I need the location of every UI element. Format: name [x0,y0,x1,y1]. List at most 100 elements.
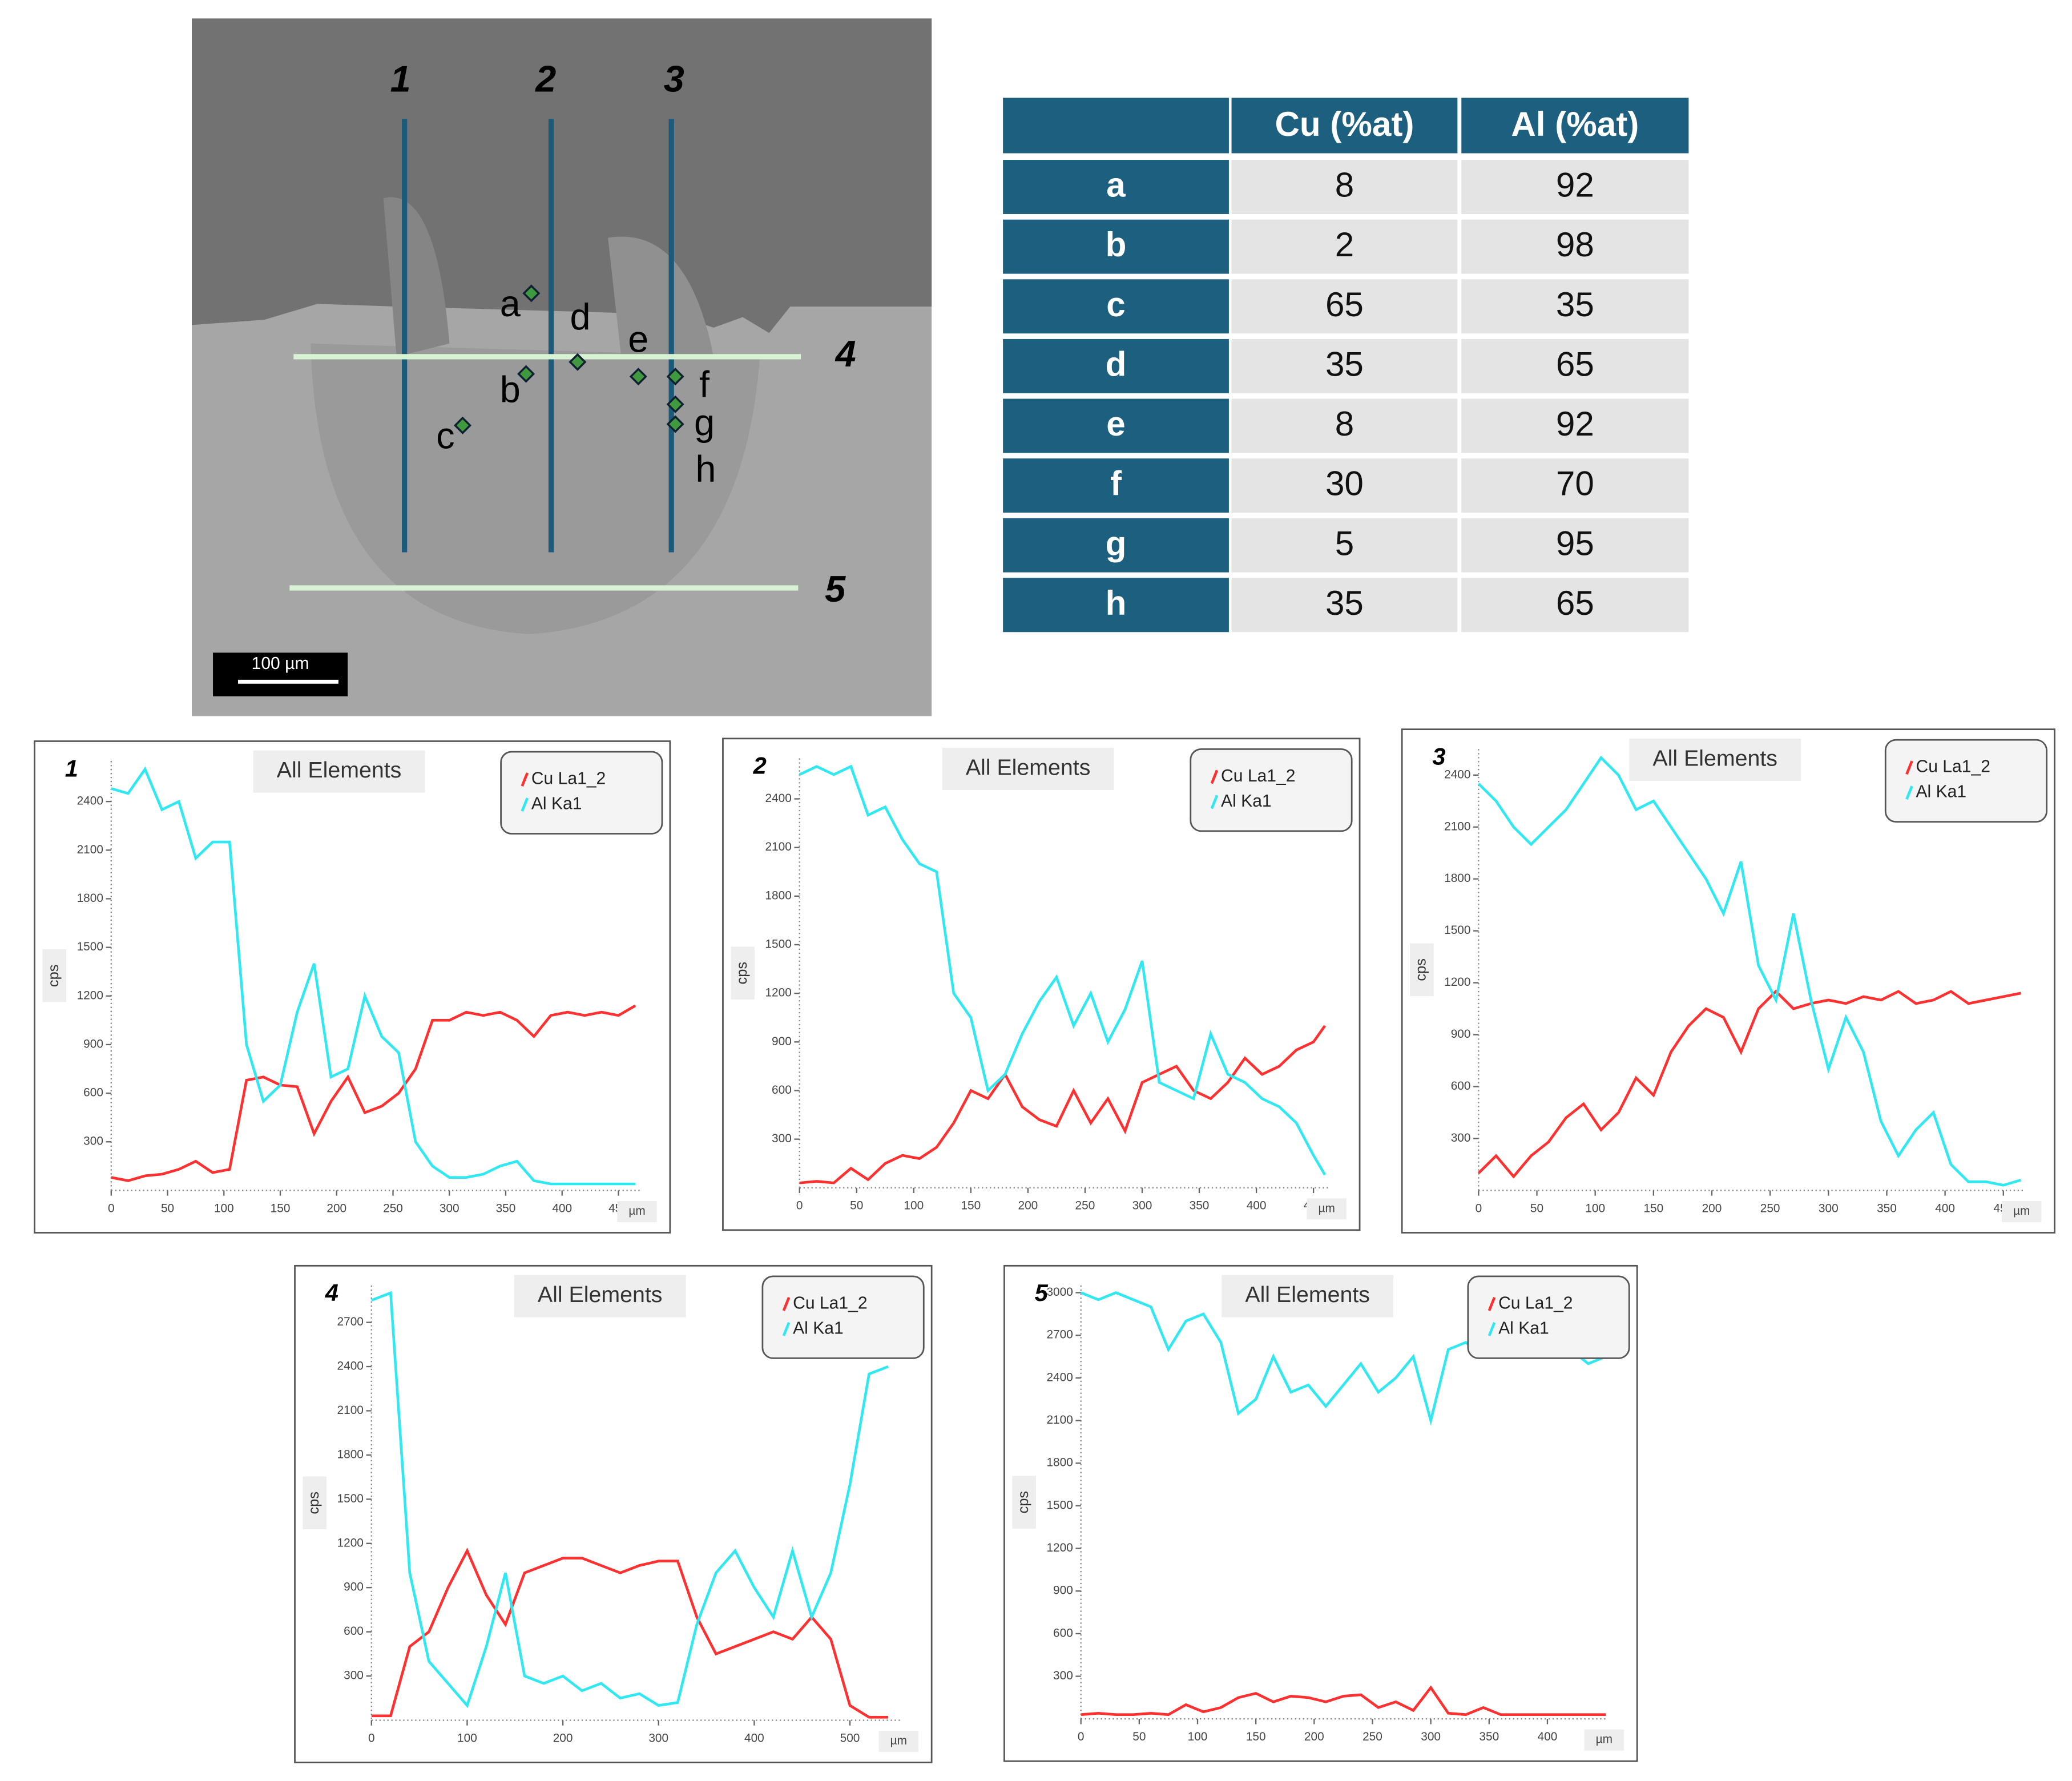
title-box [942,748,1114,791]
y-label-box [1012,1476,1036,1529]
x-label-box [1307,1198,1347,1220]
x-tick-label: 350 [1877,1202,1897,1215]
x-tick-label: 250 [383,1202,403,1215]
x-tick-label: 250 [1760,1202,1780,1215]
data-line [1477,989,2021,1179]
x-tick-label: 350 [496,1202,516,1215]
x-axis-label: µm [2013,1204,2030,1218]
y-tick-label: 1800 [77,892,103,905]
x-tick-label: 0 [108,1202,115,1215]
y-axis-label: cps [46,964,62,987]
table-row-header: e [1106,405,1125,443]
point-label: d [570,296,590,337]
x-label-box [878,1731,919,1752]
x-tick-label: 50 [1132,1730,1146,1743]
y-tick-label: 1200 [1046,1541,1073,1554]
point-label: h [695,448,716,489]
x-tick-label: 200 [553,1731,573,1744]
x-tick-label: 150 [1643,1202,1663,1215]
legend-swatch [782,1321,791,1336]
legend-label: Al Ka1 [1221,792,1272,811]
x-tick-label: 300 [1421,1730,1441,1743]
x-axis-label: µm [1596,1733,1613,1746]
sem-feature [383,197,450,357]
point-label: f [699,363,710,405]
scan-line-label: 1 [390,58,411,100]
x-tick-label: 350 [1479,1730,1499,1743]
table-cell [1461,458,1689,513]
x-tick-label: 200 [1304,1730,1324,1743]
legend-swatch [521,772,529,787]
legend-swatch [521,797,529,812]
x-tick-label: 500 [840,1731,860,1744]
panel-label: 3 [1432,743,1445,770]
y-tick-label: 2400 [77,795,103,808]
table-row-header: f [1110,465,1122,503]
table-header-cell [1461,98,1689,154]
panel-label: 1 [65,755,78,781]
point-label: b [500,369,521,410]
data-line [370,1291,889,1709]
legend-swatch [1905,785,1913,800]
table-row-header-cell [1003,458,1229,513]
table-cell-text: 8 [1335,166,1354,204]
panel-label: 2 [753,752,767,779]
y-tick-label: 2100 [765,840,791,853]
y-tick-label: 1500 [77,940,103,953]
y-label-box [1410,943,1434,997]
x-tick-label: 0 [1078,1730,1085,1743]
data-line [799,1025,1327,1184]
table-cell [1231,160,1458,214]
table-header-cell [1003,98,1229,154]
table-header: Cu (%at) [1275,105,1414,143]
chart-title: All Elements [538,1282,663,1307]
table-cell-text: 95 [1556,524,1594,562]
x-tick-label: 300 [648,1731,668,1744]
table-row-header: c [1106,285,1125,324]
scan-line-label: 4 [835,333,856,374]
chart-title: All Elements [1652,746,1777,771]
y-tick-label: 300 [772,1132,792,1145]
panel-label: 5 [1035,1279,1049,1306]
x-tick-label: 100 [214,1202,234,1215]
table-row-header-cell [1003,398,1229,453]
legend-label: Al Ka1 [1916,783,1966,801]
x-tick-label: 0 [1476,1202,1482,1215]
point-marker [666,395,684,413]
y-tick-label: 1500 [765,937,791,950]
legend-swatch [1210,795,1219,809]
y-axis-label: cps [306,1492,322,1514]
table-cell-text: 8 [1335,405,1354,443]
point-label: e [628,319,648,360]
title-box [253,750,425,793]
point-marker [666,368,684,386]
y-tick-label: 900 [1451,1028,1471,1041]
y-tick-label: 1800 [337,1448,364,1461]
x-tick-label: 100 [457,1731,477,1744]
table-header-cell [1231,98,1458,154]
panel-label: 4 [325,1279,338,1306]
x-tick-label: 150 [271,1202,291,1215]
table-row-header-cell [1003,518,1229,573]
y-tick-label: 2100 [1046,1413,1073,1427]
x-tick-label: 250 [1362,1730,1382,1743]
table-cell-text: 98 [1556,225,1594,264]
x-tick-label: 400 [1247,1199,1267,1212]
x-tick-label: 150 [1246,1730,1266,1743]
data-line [111,1004,636,1182]
legend-box [1467,1275,1630,1359]
legend-box [761,1275,925,1359]
point-marker [629,368,647,386]
table-cell-text: 5 [1335,524,1354,562]
y-tick-label: 600 [1451,1079,1471,1093]
y-tick-label: 1800 [1046,1456,1073,1469]
point-label: c [436,415,454,457]
x-tick-label: 300 [440,1202,459,1215]
y-tick-label: 600 [344,1625,364,1638]
y-tick-label: 1800 [765,889,791,902]
y-tick-label: 2100 [1444,820,1470,833]
x-tick-label: 0 [368,1731,375,1744]
y-label-box [731,946,755,1000]
legend-box [1190,748,1353,832]
